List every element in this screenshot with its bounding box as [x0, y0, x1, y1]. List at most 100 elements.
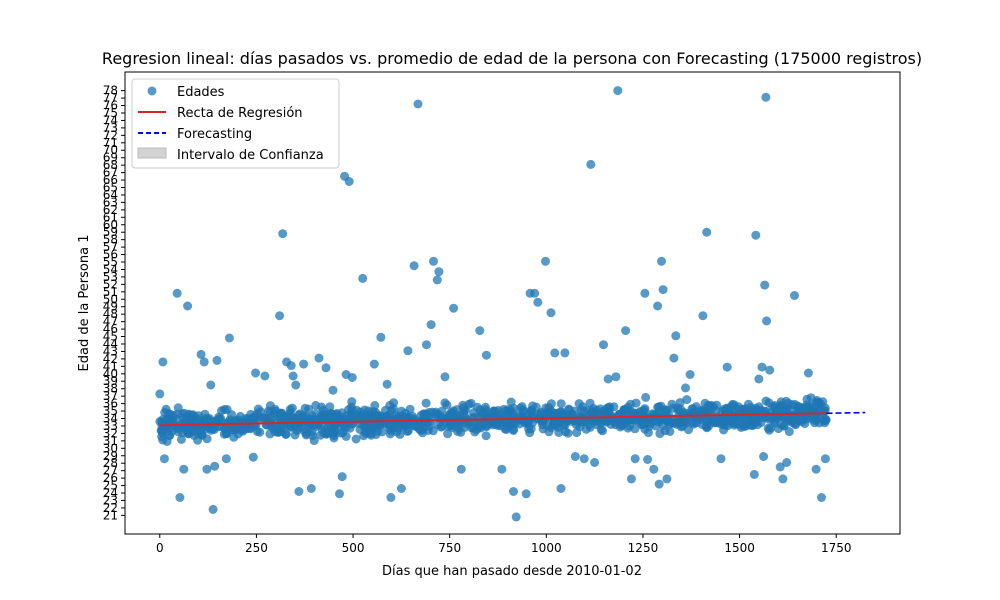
scatter-point	[629, 415, 639, 425]
y-tick-label: 38	[103, 382, 118, 396]
scatter-point	[335, 489, 344, 499]
scatter-point	[322, 409, 332, 419]
y-tick-label: 55	[103, 255, 118, 269]
scatter-point	[811, 464, 821, 474]
scatter-point	[707, 415, 717, 425]
scatter-point	[761, 396, 771, 406]
scatter-point	[658, 285, 668, 295]
scatter-point	[801, 403, 811, 413]
y-tick-label: 61	[103, 210, 118, 224]
y-tick-label: 25	[103, 479, 118, 493]
y-tick-label: 56	[103, 248, 118, 262]
scatter-point	[206, 380, 216, 390]
scatter-point	[221, 427, 231, 437]
scatter-point	[811, 397, 821, 407]
scatter-point	[653, 301, 663, 311]
scatter-point	[278, 229, 288, 239]
y-tick-label: 47	[103, 315, 118, 329]
scatter-point	[369, 359, 379, 369]
scatter-point	[654, 479, 664, 489]
scatter-point	[194, 421, 204, 431]
scatter-point	[325, 402, 335, 412]
y-tick-label: 72	[103, 128, 118, 142]
scatter-point	[306, 484, 316, 493]
scatter-point	[481, 431, 491, 441]
scatter-point	[440, 398, 450, 408]
scatter-point	[255, 427, 265, 437]
scatter-point	[560, 348, 570, 358]
scatter-point	[518, 416, 528, 426]
y-tick-label: 23	[103, 493, 118, 507]
scatter-point	[197, 430, 207, 440]
scatter-point	[440, 372, 450, 382]
legend-marker-edades	[147, 86, 157, 96]
chart-title: Regresion lineal: días pasados vs. prome…	[102, 49, 922, 68]
y-tick-label: 68	[103, 158, 118, 172]
scatter-point	[263, 417, 272, 426]
scatter-point	[657, 256, 666, 266]
y-tick-label: 70	[103, 143, 118, 157]
scatter-point	[376, 420, 386, 430]
scatter-point	[351, 434, 361, 444]
scatter-point	[719, 404, 729, 414]
scatter-point	[779, 421, 789, 431]
scatter-point	[675, 398, 685, 408]
scatter-point	[224, 333, 234, 343]
scatter-point	[426, 320, 436, 330]
scatter-point	[640, 288, 650, 298]
y-tick-label: 52	[103, 277, 118, 291]
scatter-point	[251, 368, 261, 378]
scatter-point	[456, 464, 466, 474]
regression-line	[159, 412, 827, 427]
scatter-point	[719, 425, 729, 435]
scatter-point	[432, 275, 442, 285]
scatter-point	[626, 474, 636, 484]
scatter-point	[344, 177, 354, 186]
scatter-point	[641, 392, 651, 402]
scatter-point	[421, 398, 431, 408]
y-tick-label: 27	[103, 464, 118, 478]
scatter-point	[294, 487, 304, 496]
scatter-point	[376, 332, 386, 342]
scatter-point	[609, 402, 619, 412]
y-tick-label: 58	[103, 233, 118, 247]
y-tick-label: 21	[103, 508, 118, 522]
y-tick-label: 28	[103, 456, 118, 470]
scatter-point	[183, 301, 193, 311]
scatter-point	[675, 418, 685, 428]
y-tick-label: 50	[103, 292, 118, 306]
scatter-point	[766, 423, 776, 433]
scatter-point	[668, 403, 678, 413]
scatter-point	[623, 415, 633, 425]
scatter-point	[611, 372, 621, 382]
scatter-point	[328, 385, 338, 395]
scatter-point	[196, 349, 206, 359]
scatter-point	[776, 397, 786, 407]
scatter-point	[542, 420, 552, 430]
scatter-points-layer	[155, 86, 830, 522]
x-tick-label: 1500	[724, 541, 755, 555]
scatter-point	[229, 425, 239, 435]
scatter-point	[820, 454, 830, 464]
scatter-point	[810, 418, 820, 428]
scatter-point	[275, 413, 285, 423]
scatter-point	[158, 357, 168, 367]
scatter-point	[475, 326, 485, 336]
scatter-point	[434, 267, 444, 277]
scatter-point	[662, 474, 672, 484]
scatter-point	[546, 308, 556, 318]
scatter-point	[591, 416, 601, 426]
scatter-point	[221, 454, 231, 464]
scatter-point	[251, 412, 261, 422]
y-tick-label: 73	[103, 121, 118, 135]
scatter-point	[159, 454, 169, 464]
y-tick-label: 29	[103, 449, 118, 463]
plot-frame	[124, 71, 901, 535]
scatter-point	[616, 411, 626, 420]
scatter-point	[291, 380, 301, 390]
scatter-point	[603, 374, 613, 384]
scatter-point	[321, 429, 331, 439]
y-tick-label: 39	[103, 374, 118, 388]
x-tick-label: 1250	[628, 541, 659, 555]
scatter-point	[722, 362, 732, 372]
